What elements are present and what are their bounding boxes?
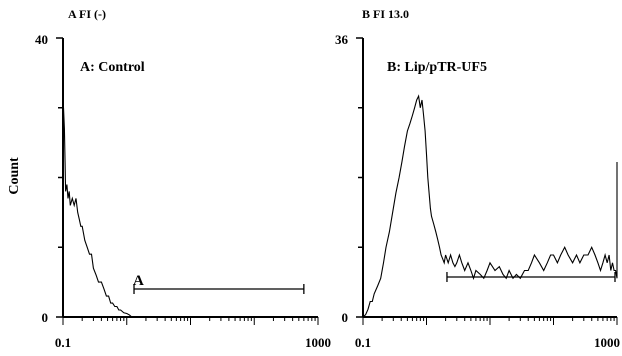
panel-a-xtick-right: 1000 bbox=[305, 335, 331, 350]
panel-a-ylabel: Count bbox=[7, 157, 22, 195]
panel-a-xtick-left: 0.1 bbox=[55, 335, 71, 350]
panel-b-ytick-top: 36 bbox=[335, 32, 349, 47]
panel-b-header: B FI 13.0 bbox=[362, 7, 409, 21]
panel-b-xtick-right: 1000 bbox=[594, 335, 620, 350]
panel-a-title: A: Control bbox=[80, 60, 145, 75]
panel-b-title: B: Lip/pTR-UF5 bbox=[387, 60, 487, 75]
panel-b-xtick-left: 0.1 bbox=[355, 335, 371, 350]
plot-layer bbox=[56, 37, 618, 325]
panel-a-ytick-top: 40 bbox=[35, 32, 48, 47]
panel-a-header: A FI (-) bbox=[68, 7, 106, 21]
panel-b-histogram-trace bbox=[362, 94, 618, 318]
panel-a-gate-label: A bbox=[133, 273, 144, 289]
panel-b-ytick-bottom: 0 bbox=[342, 310, 349, 325]
panel-a-ytick-bottom: 0 bbox=[42, 310, 49, 325]
panel-a: A FI (-) A: Control Count 40 0 0.1 1000 … bbox=[7, 7, 331, 350]
panel-b: B FI 13.0 B: Lip/pTR-UF5 36 0 0.1 1000 bbox=[335, 7, 620, 350]
panel-a-histogram-trace bbox=[62, 107, 133, 318]
